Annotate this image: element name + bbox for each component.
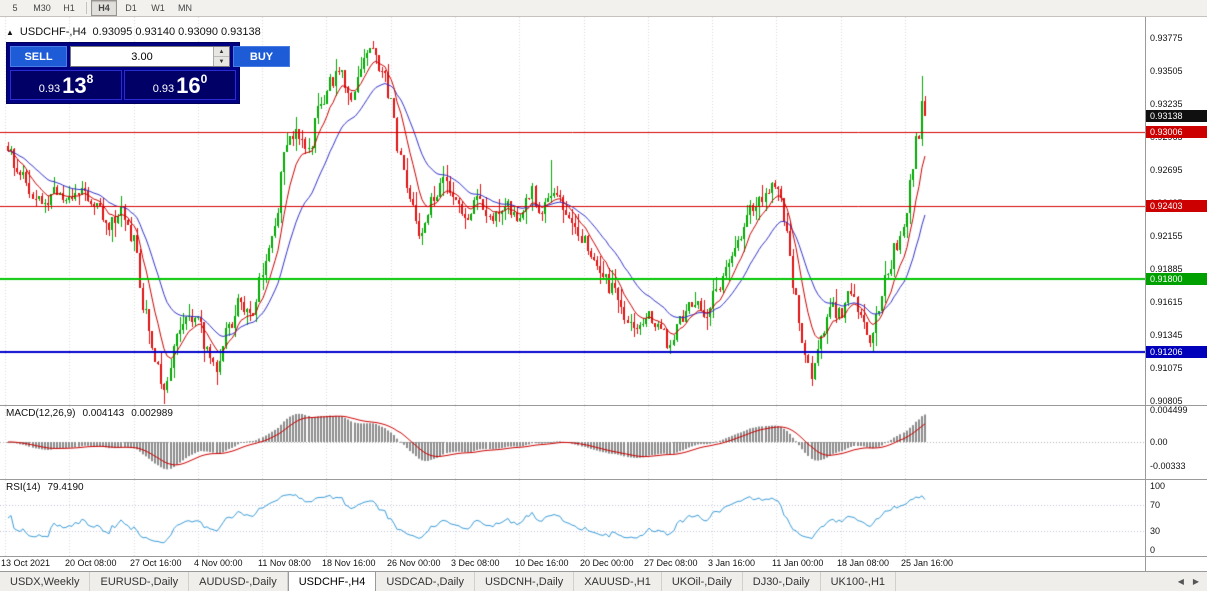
time-axis-label: 4 Nov 00:00 xyxy=(194,558,243,568)
tabs-scroll-left-icon[interactable]: ◀ xyxy=(1177,577,1184,586)
bid-price[interactable]: 0.93 13 8 xyxy=(10,70,122,100)
price-axis-tick: 0.92155 xyxy=(1150,230,1183,241)
chart-tab-usdcnh-daily[interactable]: USDCNH-,Daily xyxy=(475,572,575,591)
time-axis: 13 Oct 2021 20 Oct 08:00 27 Oct 16:00 4 Nov… xyxy=(0,557,1145,570)
ask-price-prefix: 0.93 xyxy=(152,83,175,95)
timeframe-button-mn[interactable]: MN xyxy=(178,3,192,13)
rsi-value: 79.4190 xyxy=(47,482,84,493)
time-axis-label: 13 Oct 2021 xyxy=(1,558,51,568)
rsi-axis-tick: 0 xyxy=(1150,545,1156,555)
macd-axis-tick: 0.00 xyxy=(1150,437,1168,447)
macd-name: MACD(12,26,9) xyxy=(6,408,76,419)
toolbar-separator xyxy=(86,2,87,14)
price-badge: 0.93006 xyxy=(1146,126,1207,139)
time-axis-label: 10 Dec 16:00 xyxy=(515,558,569,568)
time-axis-label: 27 Oct 16:00 xyxy=(130,558,182,568)
chart-tab-usdchf-h4[interactable]: USDCHF-,H4 xyxy=(287,572,377,591)
time-axis-label: 25 Jan 16:00 xyxy=(901,558,954,568)
sell-button[interactable]: SELL xyxy=(10,46,67,67)
rsi-axis-tick: 70 xyxy=(1150,500,1161,511)
time-axis-label: 20 Dec 00:00 xyxy=(580,558,634,568)
volume-up-button[interactable]: ▲ xyxy=(214,47,229,57)
rsi-axis-tick: 100 xyxy=(1150,481,1166,491)
symbol-tab-bar: USDX,Weekly EURUSD-,Daily AUDUSD-,Daily USD… xyxy=(0,571,1207,591)
price-axis-tick: 0.91345 xyxy=(1150,329,1183,340)
macd-label: MACD(12,26,9) 0.004143 0.002989 xyxy=(6,408,173,419)
chart-tab-audusd-daily[interactable]: AUDUSD-,Daily xyxy=(189,572,288,591)
chart-tab-uk100-h1[interactable]: UK100-,H1 xyxy=(821,572,897,591)
volume-control: ▲ ▼ xyxy=(70,46,230,67)
rsi-name: RSI(14) xyxy=(6,482,41,493)
time-axis-label: 11 Nov 08:00 xyxy=(258,558,311,568)
chart-tab-xauusd-h1[interactable]: XAUUSD-,H1 xyxy=(574,572,662,591)
price-axis-tick: 0.93505 xyxy=(1150,66,1183,77)
panel-separator xyxy=(0,556,1207,557)
macd-value-signal: 0.002989 xyxy=(131,408,173,419)
macd-axis-tick: -0.00333 xyxy=(1150,460,1186,471)
time-axis-label: 11 Jan 00:00 xyxy=(772,558,824,568)
time-axis-label: 18 Nov 16:00 xyxy=(322,558,376,568)
timeframe-button-h4[interactable]: H4 xyxy=(91,0,117,16)
chart-tab-usdx-weekly[interactable]: USDX,Weekly xyxy=(0,572,91,591)
bid-price-pipette: 8 xyxy=(86,72,94,86)
price-badge: 0.92403 xyxy=(1146,199,1207,212)
bid-price-prefix: 0.93 xyxy=(38,83,61,95)
ask-price-pipette: 0 xyxy=(200,72,208,86)
rsi-indicator-canvas[interactable] xyxy=(0,480,1145,556)
price-axis: 0.937750.935050.932350.929650.926950.924… xyxy=(1146,17,1207,571)
panel-separator xyxy=(0,479,1207,480)
collapse-panel-icon[interactable]: ▲ xyxy=(6,27,14,37)
price-axis-tick: 0.93775 xyxy=(1150,33,1183,44)
ask-price-pips: 16 xyxy=(176,73,201,98)
symbol-timeframe-label: USDCHF-,H4 xyxy=(19,26,87,38)
one-click-trading-panel: SELL ▲ ▼ BUY 0.93 13 8 0.93 16 0 xyxy=(7,43,290,103)
rsi-axis-tick: 30 xyxy=(1150,525,1161,536)
time-axis-label: 26 Nov 00:00 xyxy=(387,558,441,568)
price-axis-tick: 0.92695 xyxy=(1150,165,1183,176)
time-axis-label: 27 Dec 08:00 xyxy=(644,558,698,568)
buy-button[interactable]: BUY xyxy=(233,46,290,67)
macd-indicator-canvas[interactable] xyxy=(0,406,1145,479)
macd-value-main: 0.004143 xyxy=(82,408,125,419)
time-axis-label: 18 Jan 08:00 xyxy=(837,558,890,568)
timeframe-button-d1[interactable]: D1 xyxy=(125,3,137,13)
volume-spinner: ▲ ▼ xyxy=(213,47,229,66)
timeframe-button-m30[interactable]: M30 xyxy=(33,3,51,13)
price-axis-tick: 0.93235 xyxy=(1150,99,1183,110)
rsi-label: RSI(14) 79.4190 xyxy=(6,482,84,493)
chart-title: ▲ USDCHF-,H4 0.93095 0.93140 0.93090 0.9… xyxy=(6,26,261,38)
price-axis-tick: 0.91615 xyxy=(1150,296,1183,307)
price-badge: 0.93138 xyxy=(1146,110,1207,123)
tabs-scroll-right-icon[interactable]: ▶ xyxy=(1192,577,1199,586)
price-badge: 0.91206 xyxy=(1146,345,1207,358)
volume-down-button[interactable]: ▼ xyxy=(214,57,229,66)
price-axis-tick: 0.91075 xyxy=(1150,362,1183,373)
price-axis-tick: 0.91885 xyxy=(1150,263,1183,274)
time-axis-label: 3 Jan 16:00 xyxy=(708,558,756,568)
timeframe-button-5[interactable]: 5 xyxy=(12,3,18,13)
chart-tab-ukoil-daily[interactable]: UKOil-,Daily xyxy=(662,572,743,591)
timeframe-button-w1[interactable]: W1 xyxy=(151,3,165,13)
chart-tab-usdcad-daily[interactable]: USDCAD-,Daily xyxy=(376,572,475,591)
price-axis-tick: 0.90805 xyxy=(1150,395,1183,406)
timeframe-toolbar: 5 M30 H1 H4 D1 W1 MN xyxy=(0,0,1207,17)
chart-tab-eurusd-daily[interactable]: EURUSD-,Daily xyxy=(90,572,190,591)
volume-input[interactable] xyxy=(71,47,213,66)
macd-axis-tick: 0.004499 xyxy=(1150,405,1188,415)
ask-price[interactable]: 0.93 16 0 xyxy=(124,70,236,100)
tab-scroll-controls: ◀ ▶ xyxy=(1170,572,1207,591)
time-axis-label: 20 Oct 08:00 xyxy=(65,558,117,568)
ohlc-values: 0.93095 0.93140 0.93090 0.93138 xyxy=(92,26,261,38)
panel-separator xyxy=(0,405,1207,406)
bid-price-pips: 13 xyxy=(62,73,87,98)
chart-tab-dj30-daily[interactable]: DJ30-,Daily xyxy=(743,572,821,591)
axis-separator xyxy=(1145,17,1146,571)
timeframe-button-h1[interactable]: H1 xyxy=(63,3,75,13)
time-axis-label: 3 Dec 08:00 xyxy=(451,558,500,568)
price-badge: 0.91800 xyxy=(1146,273,1207,286)
